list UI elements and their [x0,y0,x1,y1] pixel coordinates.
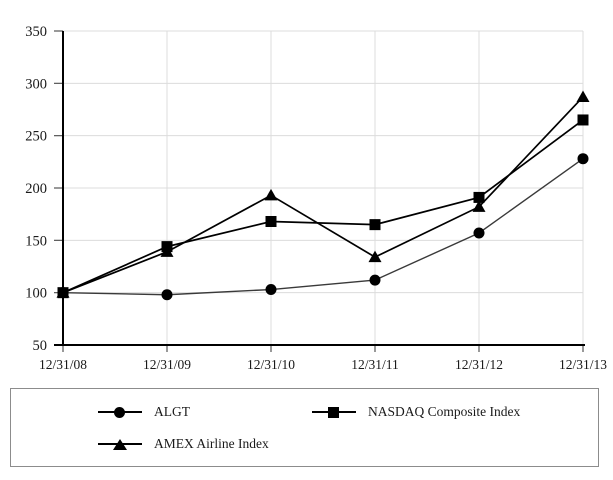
triangle-marker-icon [576,90,590,102]
circle-marker-icon [577,153,589,165]
legend-item-algt: ALGT [98,404,190,419]
square-marker-icon [161,241,173,253]
circle-marker-icon [114,406,125,418]
series-line-algt [62,158,584,296]
y-tick-label: 300 [25,76,47,92]
y-tick-label: 100 [25,286,47,302]
chart-legend: ALGT NASDAQ Composite Index AMEX Airline… [10,388,599,467]
triangle-marker-icon [264,188,278,201]
y-tick-labels: 350 300 250 200 150 100 50 [25,24,47,354]
amex-legend-marker [98,437,142,451]
square-marker-icon [473,191,485,203]
x-tick-label: 12/31/11 [351,357,399,372]
square-marker-icon [57,287,69,299]
square-marker-icon [328,406,339,418]
triangle-marker-icon [472,200,486,212]
y-tick-label: 250 [25,129,47,145]
y-tick-label: 150 [25,233,47,249]
series-line-nasdaq-composite-index [62,119,584,294]
series-nasdaq-composite-index [57,114,589,299]
legend-item-nasdaq: NASDAQ Composite Index [312,404,521,419]
nasdaq-legend-marker [312,405,356,419]
y-tick-label: 200 [25,181,47,197]
circle-marker-icon [369,274,381,286]
legend-label-amex: AMEX Airline Index [154,436,269,451]
horizontal-gridlines [63,30,583,294]
algt-legend-marker [98,405,142,419]
x-axis-ticks [62,345,584,352]
series-amex-airline-index [56,90,590,298]
triangle-marker-icon [113,438,127,450]
series-line-amex-airline-index [62,96,584,294]
circle-marker-icon [161,289,173,301]
x-tick-label: 12/31/09 [143,357,191,372]
x-tick-label: 12/31/08 [39,357,87,372]
x-tick-label: 12/31/10 [247,357,295,372]
x-tick-labels: 12/31/08 12/31/09 12/31/10 12/31/11 12/31/12… [39,357,607,372]
triangle-marker-icon [368,250,382,263]
legend-item-amex: AMEX Airline Index [98,436,269,451]
x-tick-label: 12/31/13 [559,357,607,372]
x-tick-label: 12/31/12 [455,357,503,372]
legend-label-nasdaq: NASDAQ Composite Index [368,404,521,419]
legend-label-algt: ALGT [154,404,190,419]
y-tick-label: 50 [33,338,48,354]
circle-marker-icon [265,284,277,296]
circle-marker-icon [473,227,485,239]
y-tick-label: 350 [25,24,47,40]
square-marker-icon [265,215,277,227]
series-algt [57,153,589,301]
square-marker-icon [577,114,589,126]
square-marker-icon [369,219,381,231]
